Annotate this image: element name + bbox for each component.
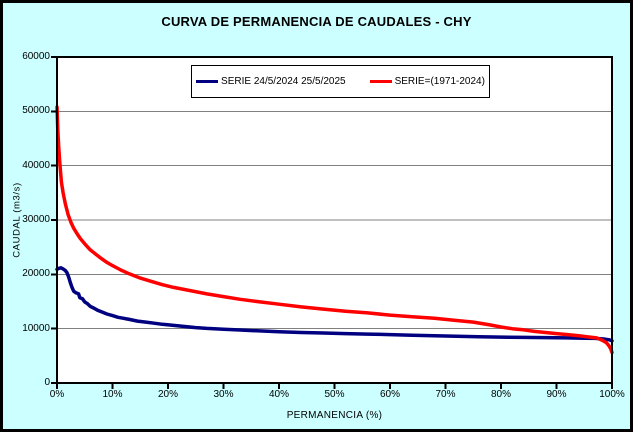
y-tick-label: 10000	[22, 322, 50, 334]
legend-entry-0: SERIE 24/5/2024 25/5/2025	[196, 76, 346, 87]
plot-area	[51, 56, 614, 389]
series-line-1	[55, 105, 614, 355]
x-tick-label: 40%	[268, 389, 289, 400]
chart-title: CURVA DE PERMANENCIA DE CAUDALES - CHY	[161, 14, 472, 29]
legend-line-sample	[369, 80, 392, 83]
legend-entry-1: SERIE=(1971-2024)	[369, 76, 485, 87]
y-tick-label: 30000	[22, 214, 50, 225]
x-tick-label: 70%	[435, 389, 456, 400]
x-tick-label: 20%	[157, 389, 178, 400]
y-axis-title: CAUDAL (m3/s)	[11, 182, 23, 258]
x-tick-label: 80%	[490, 389, 511, 400]
y-tick-label: 60000	[22, 51, 50, 62]
x-tick-label: 50%	[324, 389, 345, 400]
x-tick-label: 100%	[599, 389, 625, 400]
x-tick-label: 90%	[546, 389, 567, 400]
x-tick-label: 60%	[379, 389, 400, 400]
legend-series-label: SERIE 24/5/2024 25/5/2025	[221, 76, 346, 87]
x-tick-label: 10%	[102, 389, 123, 400]
legend-series-label: SERIE=(1971-2024)	[394, 76, 485, 87]
x-axis-title: PERMANENCIA (%)	[286, 410, 383, 421]
series-line-0	[55, 266, 614, 343]
y-tick-label: 40000	[22, 159, 50, 171]
x-tick-label: 30%	[213, 389, 234, 400]
y-tick-label: 0	[44, 377, 50, 388]
y-tick-label: 50000	[22, 105, 50, 117]
x-tick-label: 0%	[49, 389, 65, 400]
legend-line-sample	[196, 80, 219, 83]
legend: SERIE 24/5/2024 25/5/2025 SERIE=(1971-202…	[191, 65, 490, 98]
y-tick-label: 20000	[22, 268, 50, 280]
